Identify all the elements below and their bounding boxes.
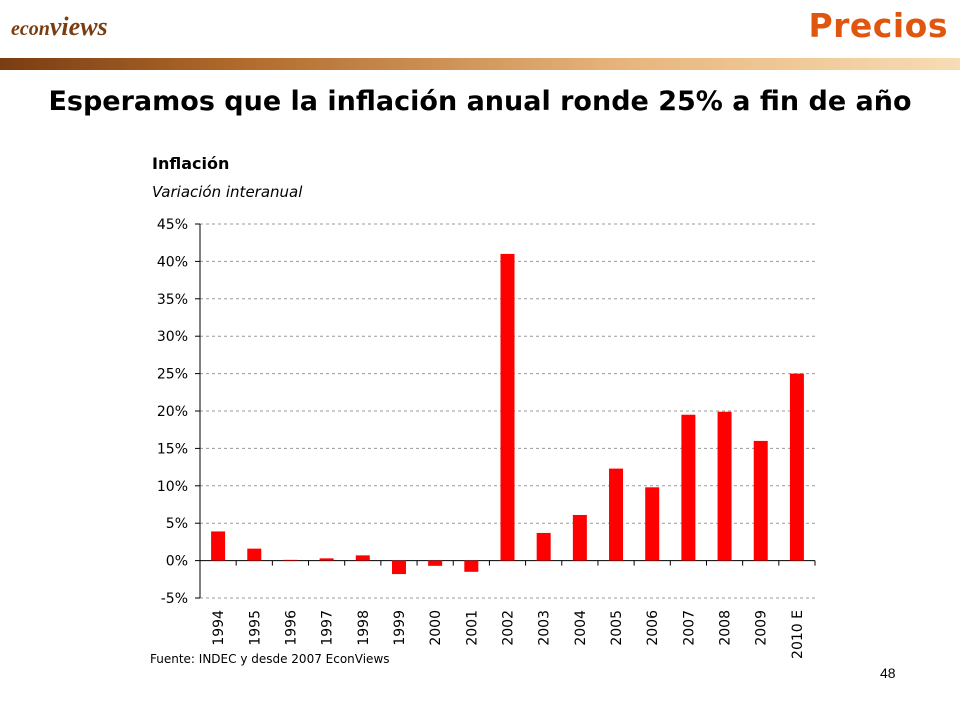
slide-headline: Esperamos que la inflación anual ronde 2…: [48, 86, 912, 117]
x-tick-label: 2004: [573, 610, 589, 646]
x-tick-label: 2001: [464, 610, 480, 646]
x-tick-label: 2006: [645, 610, 661, 646]
bar-2003: [536, 532, 551, 561]
x-tick-label: 2000: [428, 610, 444, 646]
y-tick-label: 30%: [157, 329, 188, 345]
y-tick-label: 20%: [157, 404, 188, 420]
x-tick-label: 1999: [392, 610, 408, 646]
x-tick-label: 2008: [718, 610, 734, 646]
chart-source-note: Fuente: INDEC y desde 2007 EconViews: [150, 652, 390, 666]
bar-2005: [609, 468, 624, 561]
y-tick-label: 45%: [157, 217, 188, 233]
x-tick-label: 1996: [283, 610, 299, 646]
y-tick-label: 25%: [157, 367, 188, 383]
bar-1999: [391, 560, 406, 575]
bar-1995: [247, 548, 262, 561]
bar-2010-E: [789, 373, 804, 561]
chart-subtitle: Variación interanual: [152, 183, 303, 201]
x-tick-label: 2007: [681, 610, 697, 646]
x-tick-label: 2005: [609, 610, 625, 646]
logo-text-views: views: [49, 12, 108, 41]
x-tick-label: 1994: [211, 610, 227, 646]
bar-2000: [428, 560, 443, 566]
y-tick-label: -5%: [161, 591, 188, 607]
bar-2007: [681, 414, 696, 561]
bar-1996: [283, 559, 298, 561]
x-tick-label: 2009: [754, 610, 770, 646]
bar-2004: [572, 514, 587, 561]
bar-1997: [319, 558, 334, 561]
y-tick-label: 15%: [157, 441, 188, 457]
page-number: 48: [880, 665, 896, 681]
bar-1998: [355, 555, 370, 561]
header-gradient-bar: [0, 58, 960, 70]
y-tick-label: 0%: [166, 554, 188, 570]
x-tick-label: 1998: [356, 610, 372, 646]
x-tick-label: 2003: [537, 610, 553, 646]
section-title: Precios: [808, 6, 948, 45]
y-tick-label: 35%: [157, 292, 188, 308]
x-tick-label: 2002: [501, 610, 517, 646]
bar-2009: [753, 440, 768, 561]
x-tick-label: 1997: [320, 610, 336, 646]
y-tick-label: 40%: [157, 254, 188, 270]
chart-title: Inflación: [152, 154, 230, 173]
econviews-logo: econviews: [11, 12, 108, 42]
bar-2002: [500, 253, 515, 561]
bar-2001: [464, 560, 479, 572]
bar-1994: [211, 531, 226, 561]
y-tick-label: 5%: [166, 516, 188, 532]
y-tick-label: 10%: [157, 479, 188, 495]
x-tick-label: 2010 E: [790, 610, 806, 659]
logo-text-econ: econ: [11, 18, 50, 40]
x-tick-label: 1995: [247, 610, 263, 646]
bar-2006: [645, 487, 660, 561]
bar-2008: [717, 411, 732, 561]
